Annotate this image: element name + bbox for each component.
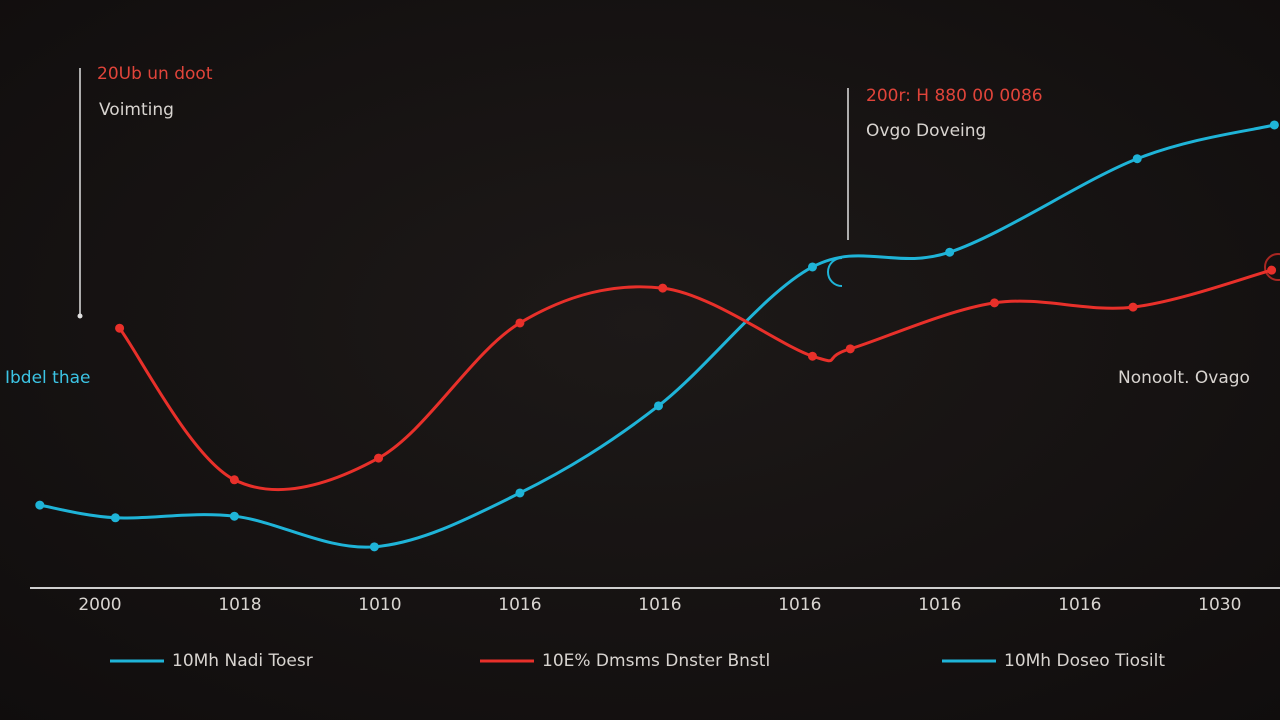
data-point (845, 344, 855, 354)
x-tick-label: 1016 (778, 595, 821, 615)
data-point (229, 475, 239, 485)
data-point (945, 247, 955, 257)
x-tick-label: 2000 (78, 595, 121, 615)
annotation-dot (77, 313, 83, 319)
data-point (110, 513, 120, 523)
data-point (1269, 120, 1279, 130)
data-point (807, 351, 817, 361)
legend-label: 10Mh Doseo Tiosilt (1004, 651, 1165, 671)
x-tick-label: 1016 (638, 595, 681, 615)
data-point (653, 401, 663, 411)
data-point (515, 318, 525, 328)
data-point (1267, 265, 1277, 275)
series-line (118, 268, 1272, 492)
x-tick-label: 1016 (498, 595, 541, 615)
data-point (989, 298, 999, 308)
legend-label: 10E% Dmsms Dnster Bnstl (542, 651, 770, 671)
data-point (229, 511, 239, 521)
series-line (39, 123, 1275, 549)
x-tick-label: 1030 (1198, 595, 1241, 615)
x-tick-label: 1010 (358, 595, 401, 615)
data-point (515, 488, 525, 498)
x-tick-label: 1018 (218, 595, 261, 615)
x-tick-label: 1016 (1058, 595, 1101, 615)
data-point (374, 453, 384, 463)
annotation-text: Ovgo Doveing (866, 121, 986, 141)
side-label: Ibdel thae (5, 368, 91, 388)
annotation-title: 200r: H 880 00 0086 (866, 86, 1043, 106)
data-point (369, 542, 379, 552)
data-point (1128, 302, 1138, 312)
annotation-text: Voimting (99, 100, 174, 120)
data-point (35, 500, 45, 510)
legend-label: 10Mh Nadi Toesr (172, 651, 313, 671)
data-point (1132, 154, 1142, 164)
side-label: Nonoolt. Ovago (1118, 368, 1250, 388)
highlight-ring (1264, 253, 1280, 281)
data-point (807, 262, 817, 272)
data-point (658, 283, 668, 293)
annotation-title: 20Ub un doot (97, 64, 213, 84)
data-point (115, 323, 125, 333)
x-tick-label: 1016 (918, 595, 961, 615)
